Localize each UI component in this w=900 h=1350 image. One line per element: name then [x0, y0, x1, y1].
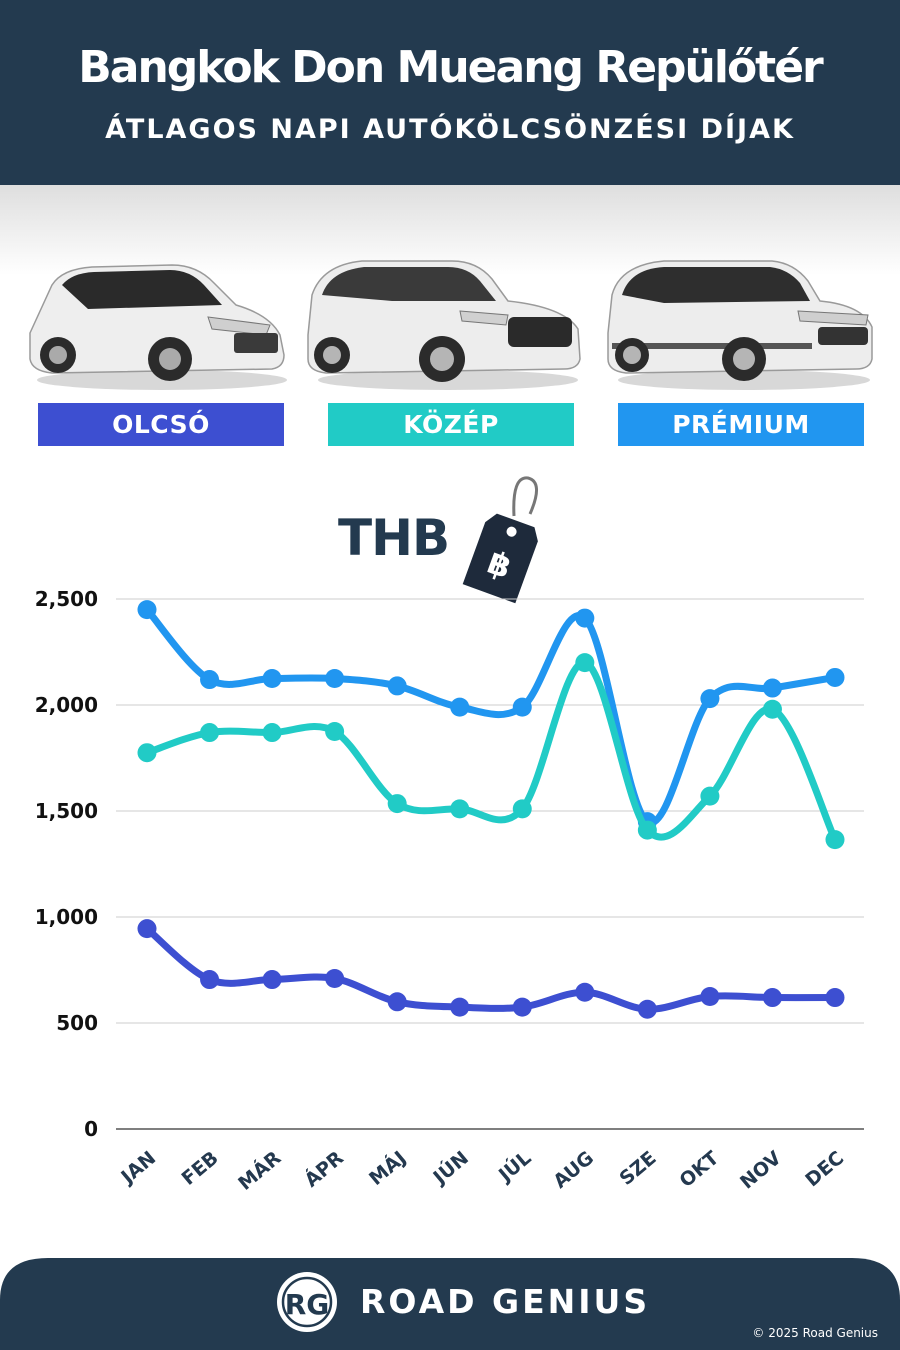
data-point: [262, 970, 282, 990]
data-point: [387, 676, 407, 696]
data-point: [637, 999, 657, 1019]
data-point: [325, 722, 345, 741]
data-point: [762, 988, 782, 1008]
y-tick-label: 1,000: [35, 905, 98, 929]
brand-name: ROAD GENIUS: [360, 1282, 651, 1321]
y-tick-label: 500: [56, 1011, 98, 1035]
data-point: [262, 669, 282, 688]
data-point: [512, 697, 532, 717]
footer-banner: RG: [0, 1258, 900, 1350]
data-point: [137, 600, 157, 620]
x-tick-label: MÁR: [234, 1146, 286, 1195]
data-point: [325, 968, 345, 988]
economy-car-image: [29, 264, 287, 390]
data-point: [825, 988, 845, 1008]
data-point: [325, 669, 345, 688]
category-badge-midsize: KÖZÉP: [328, 403, 574, 446]
data-point: [700, 689, 720, 709]
data-point: [137, 919, 157, 939]
y-tick-label: 0: [84, 1117, 98, 1141]
y-tick-label: 2,000: [35, 693, 98, 717]
series-line: [143, 659, 839, 844]
brand-logo: RG: [285, 1288, 330, 1321]
data-point: [825, 830, 845, 850]
data-point: [637, 820, 657, 840]
x-tick-label: MÁJ: [364, 1146, 410, 1190]
x-tick-label: AUG: [549, 1147, 598, 1193]
data-point: [200, 670, 220, 690]
category-badge-premium: PRÉMIUM: [618, 403, 864, 446]
x-axis-labels: JAN FEB MÁR ÁPR MÁJ JÚN JÚL AUG SZE OKT NOV DEC: [116, 1145, 849, 1194]
price-tag-icon: ฿: [462, 476, 538, 604]
rental-price-line-chart: 0 500 1,000 1,500 2,000 2,500 JAN FEB MÁR ÁPR MÁJ…: [35, 587, 864, 1195]
data-point: [450, 997, 470, 1017]
series-line: [143, 925, 839, 1013]
x-tick-label: ÁPR: [300, 1146, 348, 1192]
premium-suv-image: [607, 260, 873, 390]
data-point: [387, 992, 407, 1012]
data-point: [762, 699, 782, 719]
category-badge-budget: OLCSÓ: [38, 403, 284, 446]
data-point: [575, 653, 595, 673]
series-line: [143, 606, 839, 827]
page-subtitle: ÁTLAGOS NAPI AUTÓKÖLCSÖNZÉSI DÍJAK: [105, 114, 795, 145]
data-point: [512, 799, 532, 819]
x-tick-label: SZE: [615, 1147, 660, 1190]
data-point: [450, 799, 470, 819]
header-shadow: [0, 185, 900, 275]
x-tick-label: JÚN: [427, 1145, 473, 1189]
data-point: [262, 723, 282, 743]
data-point: [575, 982, 595, 1002]
copyright-text: © 2025 Road Genius: [752, 1326, 878, 1340]
midsize-suv-image: [307, 260, 581, 390]
data-point: [700, 987, 720, 1006]
data-point: [700, 786, 720, 806]
data-point: [137, 743, 157, 763]
x-tick-label: NOV: [736, 1147, 786, 1194]
x-tick-label: FEB: [178, 1147, 223, 1190]
chart-gridlines: [116, 598, 864, 1130]
x-tick-label: DEC: [801, 1147, 848, 1191]
data-point: [575, 608, 595, 628]
data-point: [450, 697, 470, 717]
y-tick-label: 1,500: [35, 799, 98, 823]
data-point: [512, 997, 532, 1017]
chart-series: [137, 600, 845, 1019]
data-point: [825, 667, 845, 687]
x-tick-label: JAN: [116, 1147, 161, 1189]
data-point: [200, 723, 220, 743]
data-point: [762, 678, 782, 698]
header-banner: Bangkok Don Mueang Repülőtér ÁTLAGOS NAP…: [0, 0, 900, 185]
y-tick-label: 2,500: [35, 587, 98, 611]
x-tick-label: OKT: [675, 1147, 723, 1192]
data-point: [200, 970, 220, 990]
x-tick-label: JÚL: [492, 1145, 535, 1187]
y-axis-labels: 0 500 1,000 1,500 2,000 2,500: [35, 587, 98, 1141]
currency-label: THB: [338, 509, 450, 567]
data-point: [387, 794, 407, 814]
page-title: Bangkok Don Mueang Repülőtér: [78, 42, 824, 93]
